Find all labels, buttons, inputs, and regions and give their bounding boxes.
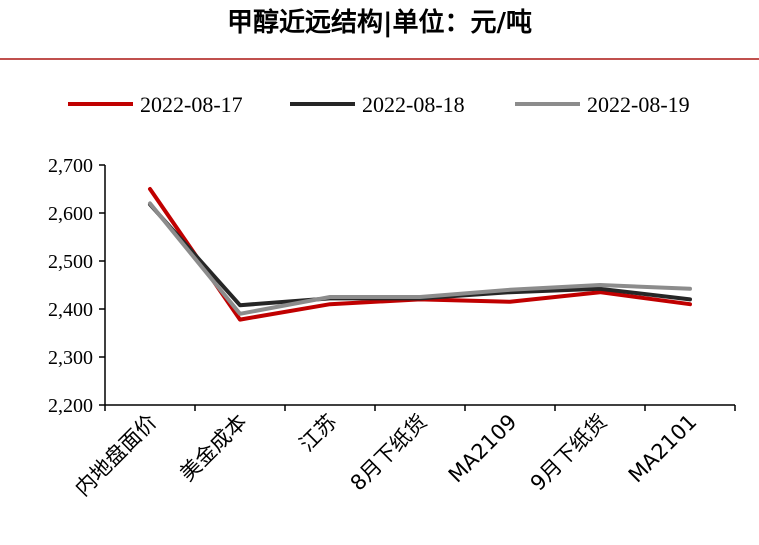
- series-line-2022-08-19: [148, 201, 692, 316]
- x-tick-label: 内地盘面价: [70, 410, 161, 501]
- series-line-2022-08-18: [148, 202, 692, 308]
- y-tick-label: 2,500: [48, 251, 93, 273]
- y-tick-label: 2,200: [48, 395, 93, 417]
- chart-title: 甲醇近远结构|单位：元/吨: [227, 8, 532, 38]
- x-tick-label: 8月下纸货: [346, 410, 432, 496]
- x-tick-label: MA2101: [624, 410, 702, 488]
- y-tick-label: 2,700: [48, 155, 93, 177]
- x-tick-label: 美金成本: [175, 410, 251, 486]
- x-tick-label: MA2109: [444, 410, 522, 488]
- y-tick-label: 2,600: [48, 203, 93, 225]
- y-tick-label: 2,300: [48, 347, 93, 369]
- title-divider: [0, 58, 759, 60]
- legend-label: 2022-08-18: [362, 92, 465, 117]
- x-tick-label: 江苏: [295, 410, 342, 457]
- y-tick-label: 2,400: [48, 299, 93, 321]
- legend-label: 2022-08-19: [587, 92, 690, 117]
- legend-label: 2022-08-17: [140, 92, 243, 117]
- series-lines: [148, 187, 692, 322]
- x-tick-label: 9月下纸货: [526, 410, 612, 496]
- legend: 2022-08-17 2022-08-18 2022-08-19: [68, 92, 690, 117]
